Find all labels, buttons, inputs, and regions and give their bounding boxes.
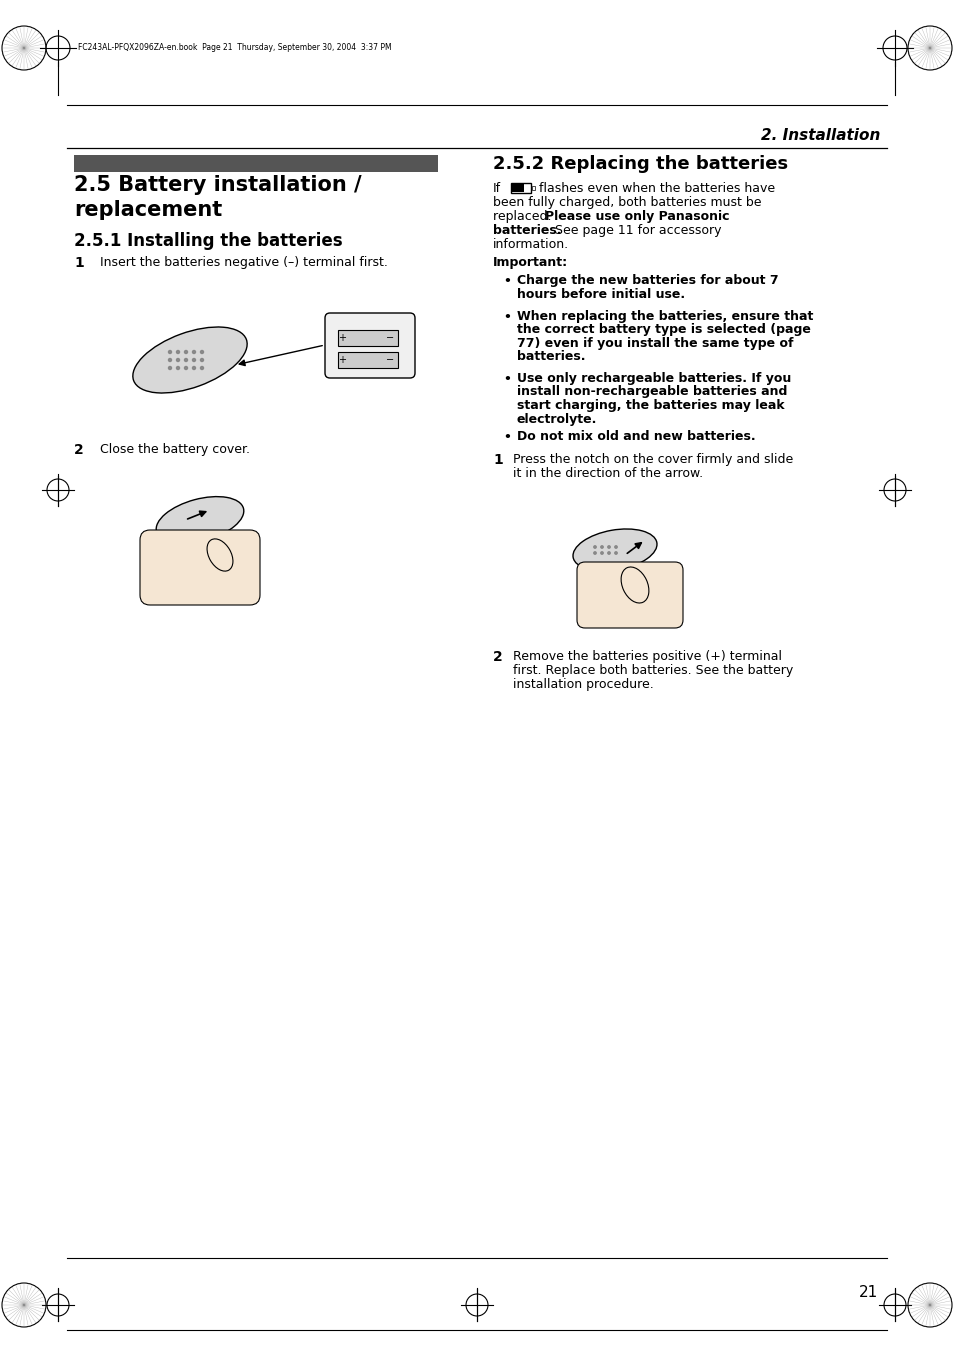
Circle shape <box>176 366 179 370</box>
Circle shape <box>184 350 188 354</box>
Text: 1: 1 <box>74 255 84 270</box>
Text: Use only rechargeable batteries. If you: Use only rechargeable batteries. If you <box>517 372 790 385</box>
Circle shape <box>600 551 602 554</box>
Text: the correct battery type is selected (page: the correct battery type is selected (pa… <box>517 323 810 336</box>
Text: 2: 2 <box>74 443 84 457</box>
Ellipse shape <box>207 539 233 571</box>
Text: it in the direction of the arrow.: it in the direction of the arrow. <box>513 467 702 480</box>
Text: Insert the batteries negative (–) terminal first.: Insert the batteries negative (–) termin… <box>100 255 388 269</box>
Circle shape <box>169 358 172 362</box>
Circle shape <box>176 358 179 362</box>
FancyBboxPatch shape <box>140 530 260 605</box>
Text: If: If <box>493 182 500 195</box>
Text: replacement: replacement <box>74 200 222 220</box>
Text: Close the battery cover.: Close the battery cover. <box>100 443 250 457</box>
Text: 21: 21 <box>858 1285 877 1300</box>
Bar <box>337 330 397 346</box>
Text: •: • <box>502 311 511 324</box>
Bar <box>532 186 535 190</box>
Text: 2. Installation: 2. Installation <box>760 128 879 143</box>
Text: See page 11 for accessory: See page 11 for accessory <box>551 224 720 236</box>
Text: •: • <box>502 431 511 444</box>
Text: Remove the batteries positive (+) terminal: Remove the batteries positive (+) termin… <box>513 650 781 663</box>
Circle shape <box>193 358 195 362</box>
Ellipse shape <box>620 567 648 603</box>
Text: Do not mix old and new batteries.: Do not mix old and new batteries. <box>517 430 755 443</box>
Text: electrolyte.: electrolyte. <box>517 412 597 426</box>
Text: •: • <box>502 276 511 288</box>
Circle shape <box>176 350 179 354</box>
Text: replaced.: replaced. <box>493 209 555 223</box>
Text: hours before initial use.: hours before initial use. <box>517 288 684 300</box>
Text: installation procedure.: installation procedure. <box>513 678 653 690</box>
Circle shape <box>593 551 596 554</box>
Circle shape <box>200 350 203 354</box>
Text: 77) even if you install the same type of: 77) even if you install the same type of <box>517 336 793 350</box>
Bar <box>74 155 437 172</box>
Text: −: − <box>386 332 394 343</box>
Text: 2.5 Battery installation /: 2.5 Battery installation / <box>74 176 361 195</box>
Text: install non-rechargeable batteries and: install non-rechargeable batteries and <box>517 385 786 399</box>
Text: information.: information. <box>493 238 569 251</box>
Text: 2.5.1 Installing the batteries: 2.5.1 Installing the batteries <box>74 232 342 250</box>
Text: start charging, the batteries may leak: start charging, the batteries may leak <box>517 399 783 412</box>
Text: When replacing the batteries, ensure that: When replacing the batteries, ensure tha… <box>517 309 813 323</box>
Text: 2.5.2 Replacing the batteries: 2.5.2 Replacing the batteries <box>493 155 787 173</box>
Circle shape <box>193 350 195 354</box>
Circle shape <box>593 546 596 549</box>
Text: +: + <box>337 355 346 365</box>
Circle shape <box>169 366 172 370</box>
Circle shape <box>614 546 617 549</box>
Text: first. Replace both batteries. See the battery: first. Replace both batteries. See the b… <box>513 663 792 677</box>
Circle shape <box>193 366 195 370</box>
Text: •: • <box>502 373 511 386</box>
Text: Charge the new batteries for about 7: Charge the new batteries for about 7 <box>517 274 778 286</box>
Ellipse shape <box>132 327 247 393</box>
Text: Press the notch on the cover firmly and slide: Press the notch on the cover firmly and … <box>513 453 792 466</box>
Text: Important:: Important: <box>493 255 568 269</box>
Circle shape <box>200 358 203 362</box>
Text: 2: 2 <box>493 650 502 663</box>
Text: +: + <box>337 332 346 343</box>
Text: Please use only Panasonic: Please use only Panasonic <box>544 209 729 223</box>
Text: −: − <box>386 355 394 365</box>
Bar <box>511 182 531 193</box>
Circle shape <box>600 546 602 549</box>
Circle shape <box>607 546 610 549</box>
Circle shape <box>184 358 188 362</box>
Text: batteries.: batteries. <box>517 350 585 363</box>
Text: been fully charged, both batteries must be: been fully charged, both batteries must … <box>493 196 760 209</box>
Circle shape <box>200 366 203 370</box>
FancyBboxPatch shape <box>325 313 415 378</box>
Circle shape <box>614 551 617 554</box>
Circle shape <box>184 366 188 370</box>
Ellipse shape <box>573 530 657 571</box>
FancyBboxPatch shape <box>577 562 682 628</box>
Bar <box>512 184 523 192</box>
Text: batteries.: batteries. <box>493 224 561 236</box>
Ellipse shape <box>156 497 244 543</box>
Text: flashes even when the batteries have: flashes even when the batteries have <box>538 182 774 195</box>
Bar <box>337 353 397 367</box>
Text: FC243AL-PFQX2096ZA-en.book  Page 21  Thursday, September 30, 2004  3:37 PM: FC243AL-PFQX2096ZA-en.book Page 21 Thurs… <box>78 42 392 51</box>
Circle shape <box>169 350 172 354</box>
Circle shape <box>607 551 610 554</box>
Text: 1: 1 <box>493 453 502 467</box>
